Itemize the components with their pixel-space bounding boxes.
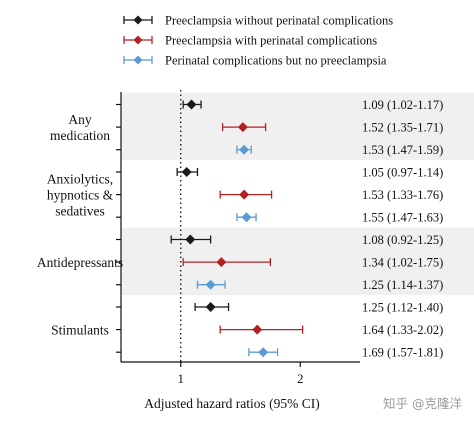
ci-value-label: 1.64 (1.33-2.02) — [362, 323, 443, 337]
ci-value-label: 1.05 (0.97-1.14) — [362, 166, 443, 180]
x-axis-label: Adjusted hazard ratios (95% CI) — [144, 396, 319, 411]
legend-diamond-marker — [133, 35, 143, 45]
x-tick-label: 1 — [178, 371, 185, 386]
legend-diamond-marker — [133, 15, 143, 25]
group-label: sedatives — [55, 204, 105, 219]
ci-value-label: 1.34 (1.02-1.75) — [362, 256, 443, 270]
forest-row-4-2 — [219, 324, 304, 335]
ci-value-label: 1.53 (1.47-1.59) — [362, 143, 443, 157]
ci-value-label: 1.55 (1.47-1.63) — [362, 211, 443, 225]
hr-point-diamond — [185, 234, 196, 245]
legend-entry-1: Preeclampsia without perinatal complicat… — [123, 14, 393, 28]
ci-value-label: 1.25 (1.14-1.37) — [362, 278, 443, 292]
group-label: Stimulants — [51, 323, 109, 338]
group-label: medication — [50, 128, 110, 143]
group-shading — [121, 227, 474, 295]
ci-value-label: 1.09 (1.02-1.17) — [362, 98, 443, 112]
legend: Preeclampsia without perinatal complicat… — [123, 14, 393, 68]
legend-label: Perinatal complications but no preeclamp… — [165, 54, 387, 68]
group-shading-layer — [121, 92, 474, 295]
legend-diamond-marker — [133, 55, 143, 65]
hr-point-diamond — [216, 257, 227, 268]
forest-row-2-1 — [176, 167, 199, 177]
legend-entry-3: Perinatal complications but no preeclamp… — [123, 54, 387, 68]
ci-value-label: 1.25 (1.12-1.40) — [362, 301, 443, 315]
hr-point-diamond — [205, 302, 216, 312]
hr-point-diamond — [181, 167, 192, 177]
x-tick-label: 2 — [297, 371, 304, 386]
forest-row-4-1 — [194, 302, 230, 312]
hr-point-diamond — [237, 122, 248, 133]
ci-value-label: 1.08 (0.92-1.25) — [362, 233, 443, 247]
forest-row-3-3 — [196, 279, 226, 290]
legend-label: Preeclampsia without perinatal complicat… — [165, 14, 393, 28]
forest-row-2-3 — [236, 212, 257, 223]
group-shading — [121, 92, 474, 160]
ci-value-label: 1.69 (1.57-1.81) — [362, 346, 443, 360]
ci-value-label: 1.53 (1.33-1.76) — [362, 188, 443, 202]
hr-point-diamond — [239, 144, 250, 155]
hr-point-diamond — [205, 279, 216, 290]
group-label: Any — [68, 112, 91, 127]
forest-row-1-2 — [221, 122, 267, 133]
forest-row-4-3 — [248, 347, 279, 358]
forest-row-1-3 — [236, 144, 252, 155]
hr-point-diamond — [186, 99, 197, 110]
hr-point-diamond — [252, 324, 263, 335]
legend-label: Preeclampsia with perinatal complication… — [165, 34, 377, 48]
forest-row-1-1 — [182, 99, 202, 110]
watermark: 知乎 @克隆洋 — [383, 396, 462, 411]
hr-point-diamond — [239, 189, 250, 200]
group-label: hypnotics & — [47, 188, 114, 203]
forest-row-3-2 — [182, 257, 272, 268]
ci-value-label: 1.52 (1.35-1.71) — [362, 121, 443, 135]
forest-row-2-2 — [219, 189, 273, 200]
hr-point-diamond — [258, 347, 269, 358]
hr-point-diamond — [241, 212, 252, 223]
legend-entry-2: Preeclampsia with perinatal complication… — [123, 34, 377, 48]
marks-layer — [170, 99, 304, 358]
forest-row-3-1 — [170, 234, 212, 245]
group-label: Anxiolytics, — [47, 172, 113, 187]
group-label: Antidepressants — [37, 255, 123, 270]
